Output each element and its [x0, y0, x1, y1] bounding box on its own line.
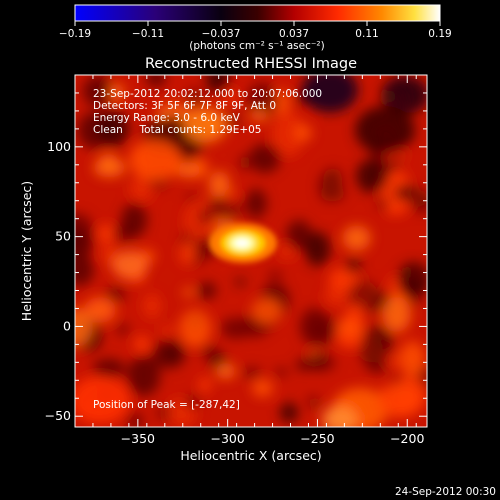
colorbar — [74, 4, 441, 22]
y-axis-label: Heliocentric Y (arcsec) — [19, 181, 34, 321]
colorbar-tick-label: −0.037 — [202, 28, 241, 40]
y-tick-label: 0 — [63, 318, 71, 333]
y-axis: −50 0 50 100 — [45, 74, 427, 423]
x-axis-label: Heliocentric X (arcsec) — [180, 448, 321, 463]
y-tick-label: 50 — [55, 229, 71, 244]
colorbar-tick-label: −0.11 — [132, 28, 164, 40]
colorbar-tick-label: 0.037 — [279, 28, 309, 40]
x-tick-label: −250 — [300, 431, 334, 446]
clean-counts-text: Clean Total counts: 1.29E+05 — [93, 124, 262, 136]
y-tick-label: −50 — [45, 408, 71, 423]
colorbar-units: (photons cm⁻² s⁻¹ asec⁻²) — [189, 40, 324, 52]
colorbar-tick-label: −0.19 — [59, 28, 91, 40]
y-tick-label: 100 — [47, 139, 71, 154]
plot-frame — [74, 74, 428, 428]
colorbar-tick-label: 0.19 — [428, 28, 451, 40]
time-range-text: 23-Sep-2012 20:02:12.000 to 20:07:06.000 — [93, 88, 322, 100]
x-axis: −350 −300 −250 −200 — [92, 75, 424, 446]
energy-range-text: Energy Range: 3.0 - 6.0 keV — [93, 112, 241, 124]
heatmap-image — [75, 75, 427, 427]
x-tick-label: −300 — [210, 431, 244, 446]
footer-timestamp: 24-Sep-2012 00:30 — [395, 486, 496, 498]
x-tick-label: −200 — [390, 431, 424, 446]
plot-title: Reconstructed RHESSI Image — [145, 56, 357, 72]
colorbar-ticks: −0.19 −0.11 −0.037 0.037 0.11 0.19 — [59, 21, 452, 40]
colorbar-tick-label: 0.11 — [355, 28, 378, 40]
detectors-text: Detectors: 3F 5F 6F 7F 8F 9F, Att 0 — [93, 100, 276, 112]
x-tick-label: −350 — [121, 431, 155, 446]
peak-position-text: Position of Peak = [-287,42] — [93, 399, 240, 411]
